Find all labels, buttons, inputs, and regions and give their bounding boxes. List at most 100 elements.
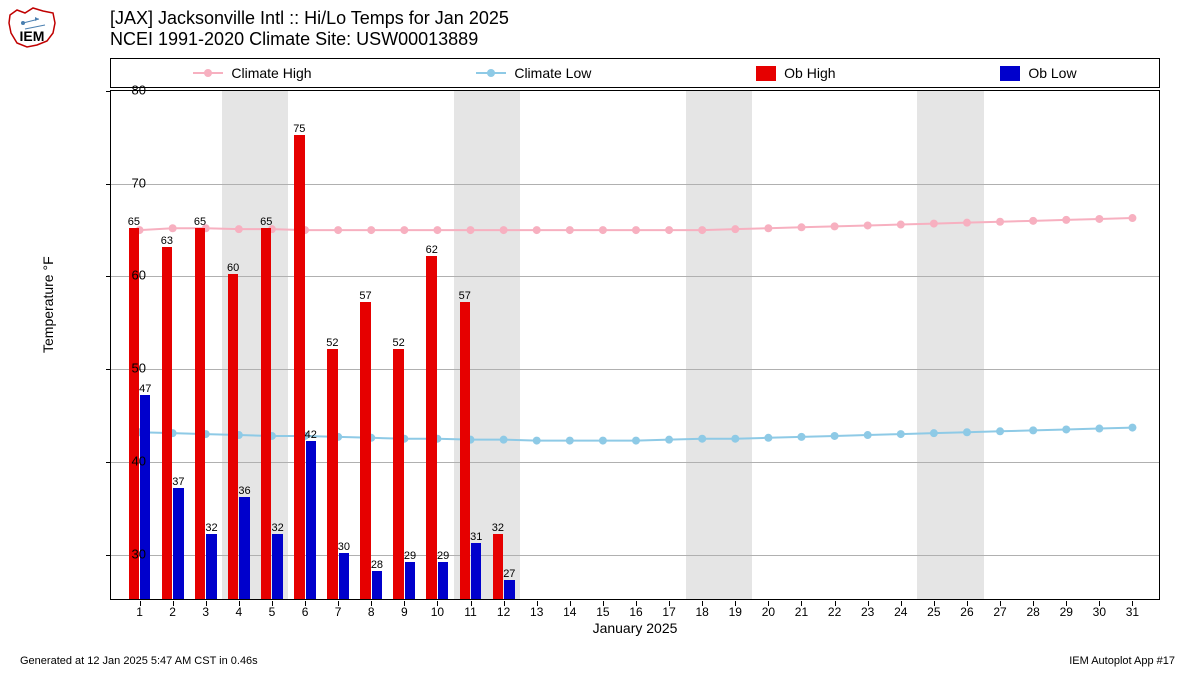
x-tick-label: 29 [1060, 605, 1073, 619]
ob-high-bar-label: 65 [128, 216, 140, 228]
climate-low-point [599, 437, 607, 445]
ob-low-bar [405, 562, 415, 599]
ob-low-bar-label: 30 [338, 541, 350, 553]
x-tick-label: 2 [169, 605, 176, 619]
x-tick-label: 7 [335, 605, 342, 619]
legend-ob-high: Ob High [756, 65, 835, 81]
climate-low-point [500, 436, 508, 444]
climate-high-point [533, 226, 541, 234]
legend-label: Climate High [231, 65, 311, 81]
ob-high-bar-label: 57 [359, 290, 371, 302]
ob-high-bar [228, 274, 238, 599]
climate-high-point [500, 226, 508, 234]
ob-low-bar-label: 27 [503, 568, 515, 580]
ob-high-bar [327, 349, 337, 599]
ob-high-bar-label: 75 [293, 123, 305, 135]
climate-high-point [831, 222, 839, 230]
legend-label: Climate Low [514, 65, 591, 81]
ob-low-bar-label: 36 [238, 485, 250, 497]
gridline [111, 184, 1159, 185]
ob-high-bar-label: 52 [392, 337, 404, 349]
svg-text:IEM: IEM [20, 28, 45, 44]
legend-label: Ob High [784, 65, 835, 81]
climate-low-point [566, 437, 574, 445]
climate-high-point [731, 225, 739, 233]
climate-high-point [797, 223, 805, 231]
x-tick-label: 5 [269, 605, 276, 619]
x-tick-label: 26 [960, 605, 973, 619]
climate-high-point [1128, 214, 1136, 222]
climate-low-point [996, 427, 1004, 435]
x-tick-label: 8 [368, 605, 375, 619]
ob-high-bar [129, 228, 139, 599]
climate-low-point [698, 435, 706, 443]
climate-high-point [334, 226, 342, 234]
climate-low-point [797, 433, 805, 441]
x-tick-label: 9 [401, 605, 408, 619]
y-tick-mark [106, 276, 111, 277]
climate-high-point [1095, 215, 1103, 223]
title-line-2: NCEI 1991-2020 Climate Site: USW00013889 [110, 29, 509, 50]
y-tick-mark [106, 369, 111, 370]
climate-low-point [1029, 426, 1037, 434]
x-tick-label: 30 [1093, 605, 1106, 619]
x-tick-label: 14 [563, 605, 576, 619]
ob-high-bar [195, 228, 205, 599]
climate-low-point [665, 436, 673, 444]
footer-app: IEM Autoplot App #17 [1069, 655, 1175, 667]
climate-high-point [665, 226, 673, 234]
ob-low-bar-label: 37 [172, 476, 184, 488]
climate-high-point [467, 226, 475, 234]
ob-high-bar-label: 52 [326, 337, 338, 349]
ob-low-bar-label: 32 [272, 522, 284, 534]
ob-low-bar [471, 543, 481, 599]
ob-low-bar-label: 32 [205, 522, 217, 534]
climate-high-point [698, 226, 706, 234]
ob-low-bar-label: 42 [305, 429, 317, 441]
climate-low-point [897, 430, 905, 438]
y-tick-label: 70 [116, 175, 146, 190]
x-tick-label: 19 [729, 605, 742, 619]
ob-low-bar-label: 29 [404, 550, 416, 562]
y-axis-label: Temperature °F [40, 256, 56, 353]
chart-title: [JAX] Jacksonville Intl :: Hi/Lo Temps f… [110, 8, 509, 50]
climate-low-point [764, 434, 772, 442]
legend-climate-high: Climate High [193, 65, 311, 81]
ob-low-bar [504, 580, 514, 599]
climate-low-point [533, 437, 541, 445]
ob-low-bar [239, 497, 249, 599]
x-tick-label: 11 [464, 605, 476, 619]
climate-high-point [235, 225, 243, 233]
x-tick-label: 24 [894, 605, 907, 619]
ob-high-bar-label: 62 [426, 244, 438, 256]
climate-low-point [1128, 424, 1136, 432]
climate-low-point [963, 428, 971, 436]
x-tick-label: 1 [136, 605, 143, 619]
ob-low-bar [206, 534, 216, 599]
climate-high-point [1062, 216, 1070, 224]
y-tick-mark [106, 462, 111, 463]
y-tick-mark [106, 184, 111, 185]
title-line-1: [JAX] Jacksonville Intl :: Hi/Lo Temps f… [110, 8, 509, 29]
x-tick-label: 17 [662, 605, 675, 619]
climate-high-point [963, 219, 971, 227]
climate-high-point [367, 226, 375, 234]
climate-high-point [433, 226, 441, 234]
ob-high-bar-label: 60 [227, 262, 239, 274]
x-tick-label: 23 [861, 605, 874, 619]
climate-low-point [632, 437, 640, 445]
ob-high-bar [261, 228, 271, 599]
y-tick-label: 80 [116, 83, 146, 98]
y-tick-mark [106, 555, 111, 556]
ob-low-bar-label: 31 [470, 531, 482, 543]
legend-climate-low: Climate Low [476, 65, 591, 81]
x-tick-label: 13 [530, 605, 543, 619]
ob-low-bar [372, 571, 382, 599]
ob-high-bar [460, 302, 470, 599]
x-tick-label: 25 [927, 605, 940, 619]
climate-high-point [930, 220, 938, 228]
legend-label: Ob Low [1028, 65, 1076, 81]
ob-high-bar-label: 32 [492, 522, 504, 534]
y-tick-label: 50 [116, 361, 146, 376]
climate-high-point [169, 224, 177, 232]
